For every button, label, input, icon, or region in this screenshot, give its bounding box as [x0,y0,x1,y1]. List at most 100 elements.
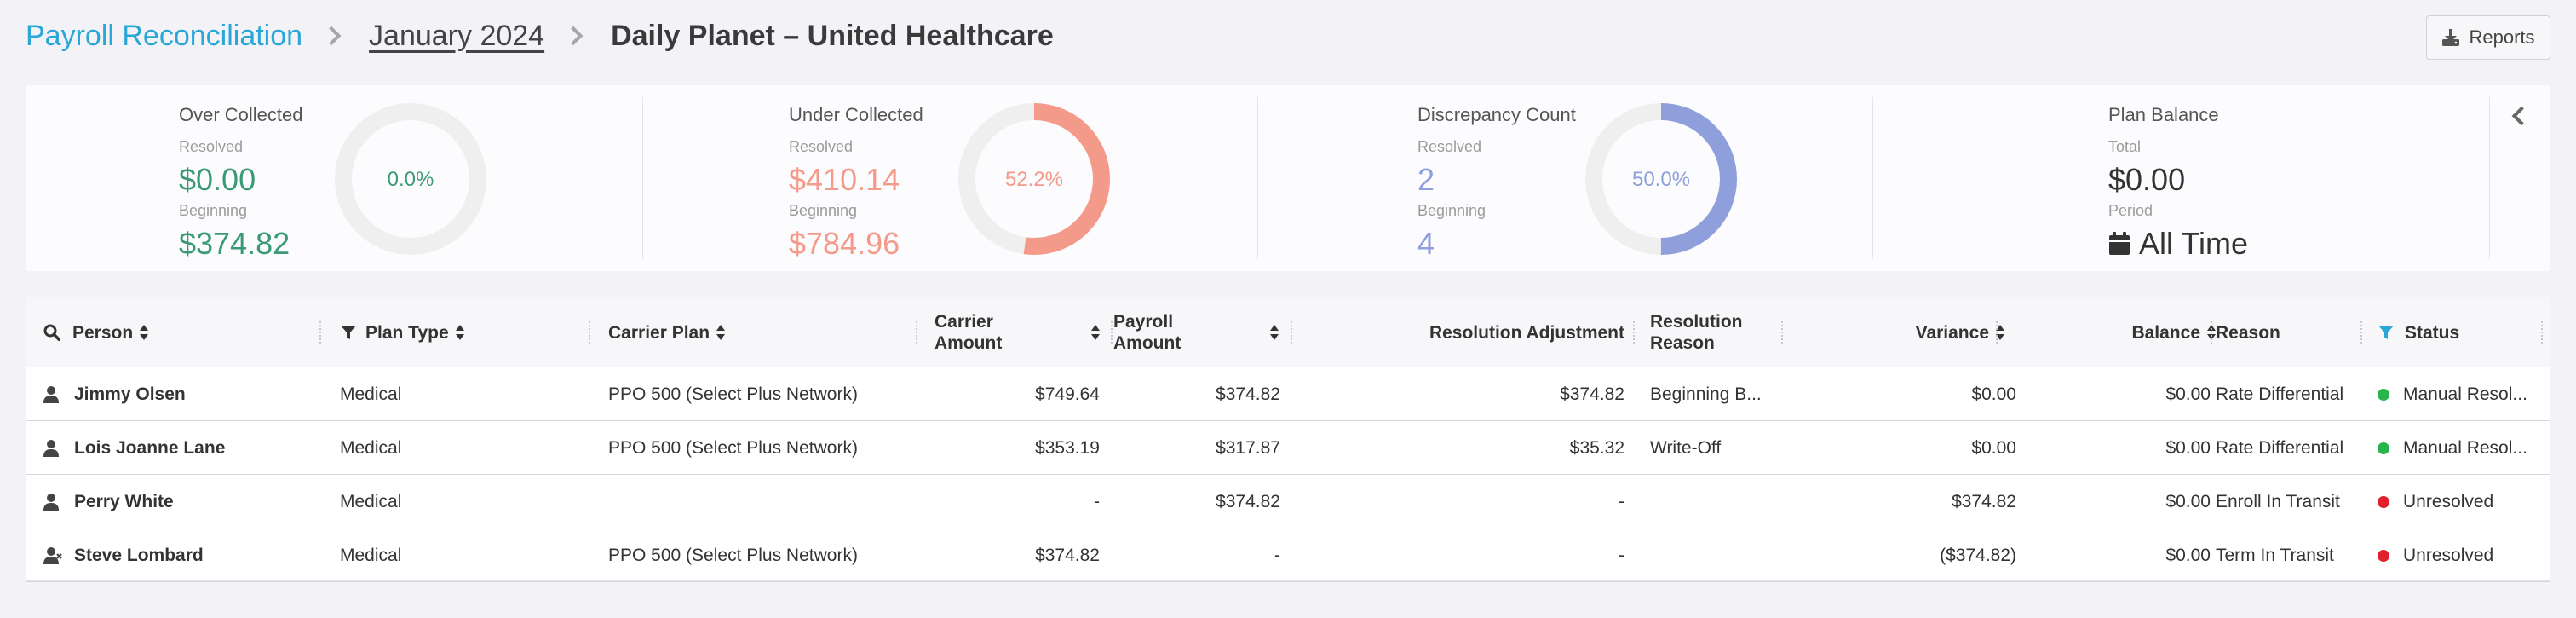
column-divider[interactable] [1633,321,1635,344]
cell-carrier-plan: PPO 500 (Select Plus Network) [608,528,915,582]
column-header-carrier-plan[interactable]: Carrier Plan [608,297,726,367]
column-header-plan-type[interactable]: Plan Type [340,297,464,367]
cell-text: Medical [340,384,402,404]
cell-status: Unresolved [2378,475,2548,528]
column-header-reason[interactable]: Reason [2216,297,2280,367]
cell-carrier-plan: PPO 500 (Select Plus Network) [608,367,915,421]
column-divider[interactable] [2360,321,2362,344]
table-row[interactable]: Perry White Medical - $374.82 - $374.82 $0.00 E… [26,475,2550,528]
cell-reason: Term In Transit [2216,528,2378,582]
cell-carrier-amount: $353.19 [934,421,1100,475]
sort-icon [1270,325,1279,340]
column-header-carrier-amount[interactable]: Carrier Amount [934,297,1100,367]
cell-carrier-plan [608,475,915,528]
divider [2489,97,2490,259]
table-header: Person Plan Type Carrier Plan Carrier Amo… [26,297,2550,367]
over-collected-resolved-value: $0.00 [179,162,256,197]
cell-text: $353.19 [1035,437,1100,458]
cell-text: PPO 500 (Select Plus Network) [608,437,858,458]
column-divider[interactable] [1996,321,1998,344]
column-divider[interactable] [2211,321,2212,344]
cell-reason: Rate Differential [2216,421,2378,475]
cell-variance: $0.00 [1798,367,2016,421]
column-label-line: Reason [1650,333,1715,353]
table-row[interactable]: Steve Lombard Medical PPO 500 (Select Plus… [26,528,2550,582]
breadcrumb-month[interactable]: January 2024 [369,19,545,52]
column-header-person[interactable]: Person [43,297,149,367]
table-row[interactable]: Lois Joanne Lane Medical PPO 500 (Select P… [26,421,2550,475]
breadcrumb-payroll-reconciliation[interactable]: Payroll Reconciliation [26,19,303,52]
cell-balance: $0.00 [2011,421,2211,475]
column-divider[interactable] [1291,321,1292,344]
column-label: Payroll Amount [1113,311,1181,354]
cell-text: Medical [340,491,402,511]
cell-text: PPO 500 (Select Plus Network) [608,384,858,404]
filter-icon [341,326,356,339]
cell-text: - [1619,491,1624,511]
status-dot-icon [2378,442,2389,454]
over-collected-percent: 0.0% [388,168,434,191]
reconciliation-table: Person Plan Type Carrier Plan Carrier Amo… [26,297,2550,582]
cell-text: - [1094,491,1100,511]
discrepancy-count-beginning-label: Beginning [1417,202,1486,219]
person-icon [43,385,59,403]
column-header-payroll-amount[interactable]: Payroll Amount [1113,297,1279,367]
cell-variance: $0.00 [1798,421,2016,475]
cell-text: $0.00 [2165,437,2211,458]
column-divider[interactable] [1111,321,1113,344]
column-divider[interactable] [916,321,917,344]
column-header-variance[interactable]: Variance [1798,297,2004,367]
page-title: Daily Planet – United Healthcare [611,19,1054,52]
cell-payroll-amount: $317.87 [1113,421,1280,475]
cell-plan-type: Medical [340,367,587,421]
column-label: Reason [2216,322,2280,343]
sort-icon [1996,325,2004,340]
under-collected-donut: 52.2% [958,103,1110,255]
column-header-resolution-adjustment[interactable]: Resolution Adjustment [1304,297,1624,367]
column-divider[interactable] [319,321,321,344]
column-label: Person [72,322,134,343]
column-label: Carrier Amount [934,311,1002,354]
cell-payroll-amount: - [1113,528,1280,582]
cell-person: Steve Lombard [43,528,316,582]
column-label-line: Resolution [1650,312,1743,332]
cell-carrier-amount: - [934,475,1100,528]
cell-text: Lois Joanne Lane [74,437,226,458]
discrepancy-count-percent: 50.0% [1632,168,1690,191]
cell-text: $317.87 [1216,437,1280,458]
download-icon [2442,29,2460,46]
divider [642,97,643,259]
column-divider[interactable] [1781,321,1783,344]
column-label: Resolution Reason [1650,311,1743,354]
cell-status: Unresolved [2378,528,2548,582]
column-label-line: Payroll [1113,312,1174,332]
column-divider[interactable] [589,321,590,344]
chevron-left-icon[interactable] [2511,106,2532,126]
divider [1872,97,1873,259]
cell-text: $0.00 [2165,384,2211,404]
reports-button[interactable]: Reports [2426,15,2550,60]
cell-text: Steve Lombard [74,545,204,565]
cell-status: Manual Resol... [2378,367,2548,421]
reports-label: Reports [2469,26,2535,48]
column-divider[interactable] [2541,321,2543,344]
cell-balance: $0.00 [2011,475,2211,528]
summary-panel: Over Collected Resolved $0.00 Beginning … [26,85,2550,271]
cell-resolution-adjustment: $374.82 [1304,367,1624,421]
cell-reason: Rate Differential [2216,367,2378,421]
cell-resolution-adjustment: $35.32 [1304,421,1624,475]
column-header-resolution-reason[interactable]: Resolution Reason [1650,297,1743,367]
cell-payroll-amount: $374.82 [1113,367,1280,421]
cell-plan-type: Medical [340,475,587,528]
plan-balance-period[interactable]: All Time [2108,226,2248,262]
cell-text: $749.64 [1035,384,1100,404]
column-header-balance[interactable]: Balance [2011,297,2216,367]
under-collected-title: Under Collected [789,104,923,125]
cell-text: Perry White [74,491,174,511]
table-row[interactable]: Jimmy Olsen Medical PPO 500 (Select Plus N… [26,367,2550,421]
cell-person: Jimmy Olsen [43,367,316,421]
cell-text: Manual Resol... [2403,437,2527,458]
discrepancy-count-beginning-value: 4 [1417,226,1435,261]
column-header-status[interactable]: Status [2378,297,2459,367]
plan-balance-total-value: $0.00 [2108,162,2186,197]
